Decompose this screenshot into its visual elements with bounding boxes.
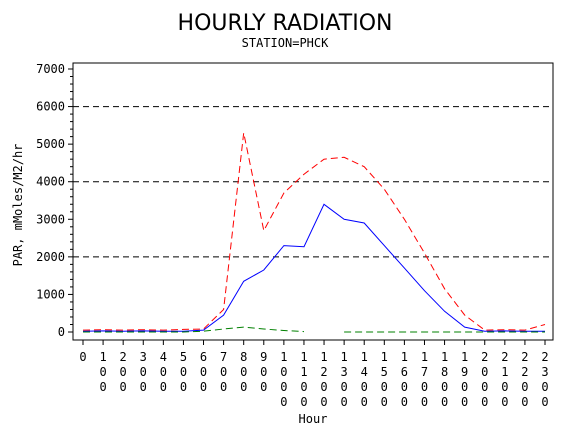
y-tick-label: 7000 (36, 62, 65, 76)
x-axis-label: Hour (299, 412, 328, 426)
x-axis: 0 1 0 0 2 0 0 3 0 0 4 0 0 5 0 0 6 0 0 7 0 0 8 0 0 9 0 0 1 0 0 0 1 1 0 0 1 2 0 0… (79, 340, 549, 409)
plot-frame (72, 62, 554, 341)
y-tick-label: 2000 (36, 250, 65, 264)
series-group (82, 132, 546, 333)
x-tick-label: 0 (79, 350, 86, 364)
chart-subtitle: STATION=PHCK (242, 36, 329, 50)
y-tick-label: 1000 (36, 287, 65, 301)
y-tick-label: 0 (58, 325, 65, 339)
y-tick-label: 3000 (36, 212, 65, 226)
y-tick-label: 4000 (36, 175, 65, 189)
reference-lines (73, 106, 553, 258)
series-line-3 (83, 326, 545, 333)
y-tick-label: 5000 (36, 137, 65, 151)
series-line-2 (82, 203, 545, 332)
y-tick-label: 6000 (36, 100, 65, 114)
y-axis: 0 1000 2000 3000 4000 5000 6000 7000 (36, 62, 73, 339)
y-axis-label: PAR, mMoles/M2/hr (11, 144, 25, 267)
chart-title: HOURLY RADIATION (178, 11, 393, 36)
series-line-1 (82, 132, 546, 331)
